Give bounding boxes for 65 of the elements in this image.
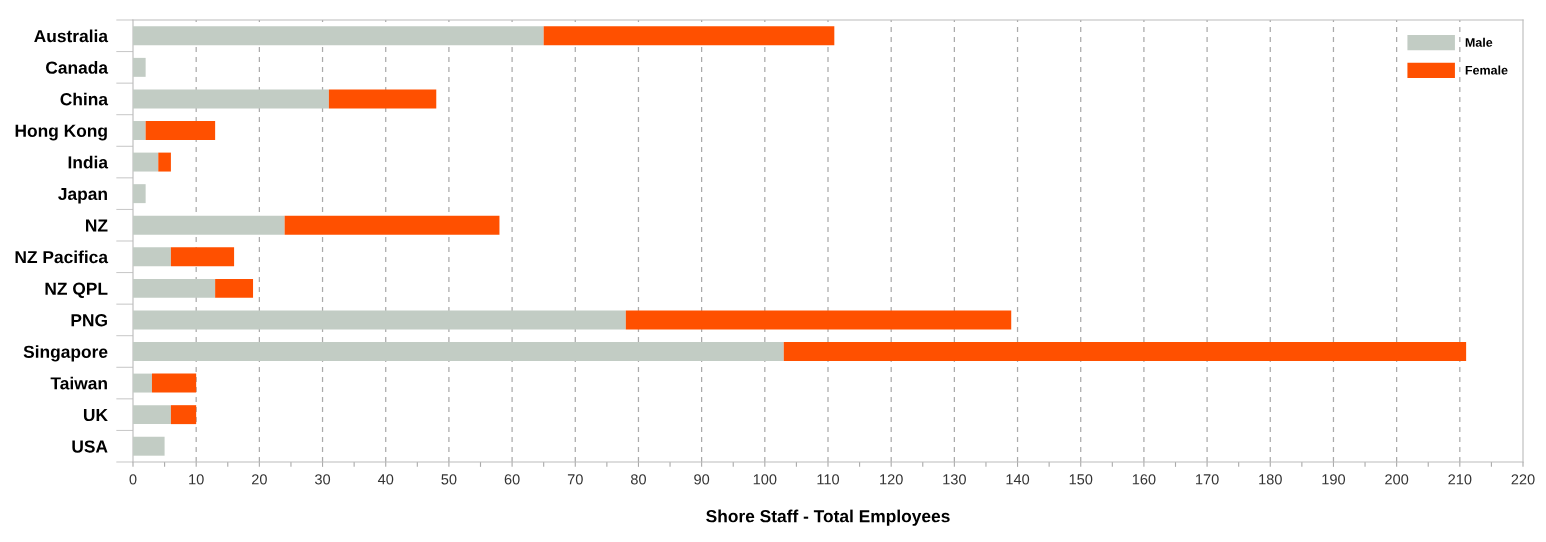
bar <box>133 89 329 109</box>
bar <box>284 215 500 235</box>
bar <box>133 342 784 361</box>
x-tick-label: 180 <box>1259 474 1282 485</box>
bar <box>215 278 254 298</box>
bar <box>133 184 146 204</box>
x-tick-label: 10 <box>189 474 204 485</box>
bar <box>170 247 235 267</box>
bar <box>133 373 152 393</box>
y-tick-label: China <box>60 92 109 106</box>
y-tick-label: Hong Kong <box>15 124 107 141</box>
x-tick-label: 90 <box>694 474 710 485</box>
x-tick-label: 220 <box>1511 474 1535 485</box>
bar <box>133 57 146 77</box>
y-tick-label: India <box>68 155 109 169</box>
y-tick-label: Singapore <box>23 345 108 362</box>
x-tick-label: 110 <box>817 474 840 485</box>
x-tick-label: 60 <box>504 474 520 485</box>
x-tick-label: 0 <box>129 474 137 485</box>
bar <box>543 26 835 46</box>
bar <box>170 405 197 425</box>
x-tick-label: 120 <box>880 474 903 485</box>
x-tick-label: 30 <box>314 474 331 485</box>
legend-label: Female <box>1465 65 1508 75</box>
x-tick-label: 150 <box>1069 474 1093 485</box>
x-tick-label: 20 <box>251 474 267 485</box>
y-tick-label: UK <box>83 408 108 422</box>
x-tick-label: 200 <box>1385 474 1409 485</box>
x-tick-label: 40 <box>377 474 394 485</box>
x-tick-label: 140 <box>1006 474 1030 485</box>
y-tick-label: NZ Pacifica <box>15 250 109 264</box>
x-tick-label: 80 <box>630 474 646 485</box>
bar <box>328 89 437 109</box>
y-tick-label: Taiwan <box>50 376 107 390</box>
x-axis-title: Shore Staff - Total Employees <box>706 509 950 526</box>
y-tick-label: Australia <box>34 29 109 43</box>
bar <box>158 152 171 172</box>
bar <box>783 342 1467 361</box>
y-tick-label: USA <box>72 440 108 453</box>
bar <box>133 247 171 267</box>
bar <box>151 373 197 393</box>
bar <box>133 26 544 46</box>
x-tick-label: 210 <box>1448 474 1472 485</box>
y-tick-label: NZ QPL <box>45 282 108 299</box>
bar <box>133 278 216 298</box>
y-tick-label: Japan <box>58 187 107 204</box>
x-tick-label: 100 <box>753 474 777 485</box>
x-tick-label: 130 <box>943 474 966 485</box>
x-tick-label: 190 <box>1322 474 1346 485</box>
x-tick-label: 160 <box>1132 474 1156 485</box>
bar <box>625 310 1012 330</box>
bar <box>145 121 216 140</box>
y-tick-label: NZ <box>86 219 108 232</box>
x-tick-label: 70 <box>567 474 583 485</box>
y-tick-label: Canada <box>46 61 109 74</box>
bar <box>133 436 165 456</box>
legend-label: Male <box>1465 37 1493 47</box>
bar <box>133 215 285 235</box>
bar <box>133 310 626 330</box>
bar <box>133 121 146 140</box>
x-tick-label: 170 <box>1196 474 1219 485</box>
bar <box>133 405 171 425</box>
y-tick-label: PNG <box>71 314 107 327</box>
x-tick-label: 50 <box>441 474 457 485</box>
bar <box>133 152 159 172</box>
